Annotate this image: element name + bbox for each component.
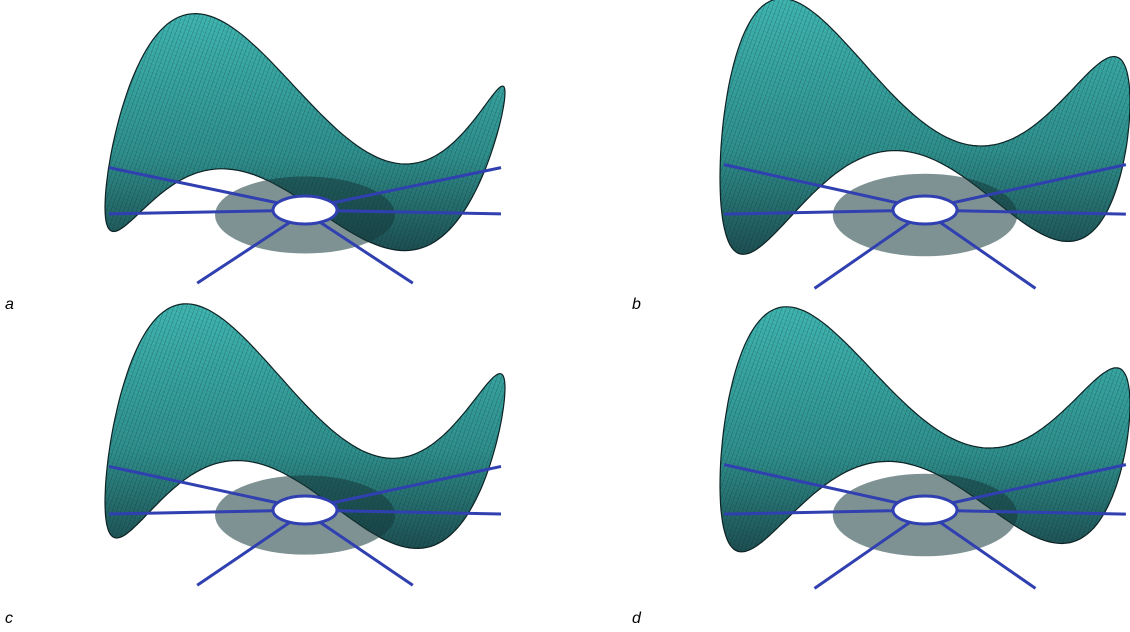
center-hole xyxy=(273,196,337,224)
center-hole xyxy=(893,496,957,524)
panel-label: a xyxy=(5,296,14,314)
panel-label: d xyxy=(632,610,641,628)
panel-label: b xyxy=(632,296,641,314)
center-hole xyxy=(273,496,337,524)
panel-label: c xyxy=(5,610,13,628)
center-hole xyxy=(893,196,957,224)
figure: a b c d xyxy=(0,0,1130,632)
surface-renderings xyxy=(0,0,1130,632)
